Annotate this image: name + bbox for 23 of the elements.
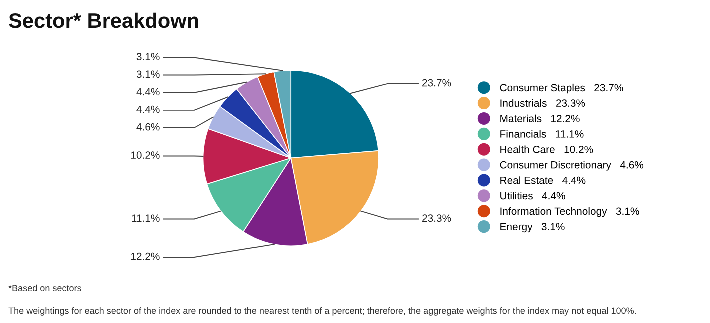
legend-label: Health Care 10.2% [500, 146, 594, 154]
legend-label: Information Technology 3.1% [500, 207, 640, 218]
data-label: 11.1% [132, 214, 160, 222]
legend-label: Materials 12.2% [500, 114, 580, 122]
data-label: 4.4% [136, 106, 160, 114]
legend-label: Consumer Staples 23.7% [500, 84, 624, 94]
data-label: 4.4% [136, 88, 160, 96]
data-label: 4.6% [136, 123, 160, 131]
legend-label: Real Estate 4.4% [500, 176, 586, 184]
legend-label: Energy 3.1% [500, 223, 565, 233]
legend-label: Consumer Discretionary 4.6% [500, 161, 644, 171]
data-label: 23.7% [422, 79, 452, 87]
chart-title: Sector* Breakdown [9, 12, 198, 28]
legend-label: Industrials 23.3% [500, 99, 586, 108]
text: *Based on sectors [8, 284, 82, 292]
text: The weightings for each sector of the index are rounded to the nearest tenth of a percent; therefore, the aggregate weights for the index may not equal 100%. [8, 307, 636, 316]
data-label: 10.2% [131, 152, 160, 160]
data-label: 12.2% [131, 252, 160, 260]
data-label: 3.1% [136, 70, 160, 78]
legend-label: Utilities 4.4% [500, 192, 566, 200]
data-label: 3.1% [136, 53, 160, 61]
data-label: 23.3% [422, 214, 452, 222]
legend-label: Financials 11.1% [500, 130, 584, 138]
